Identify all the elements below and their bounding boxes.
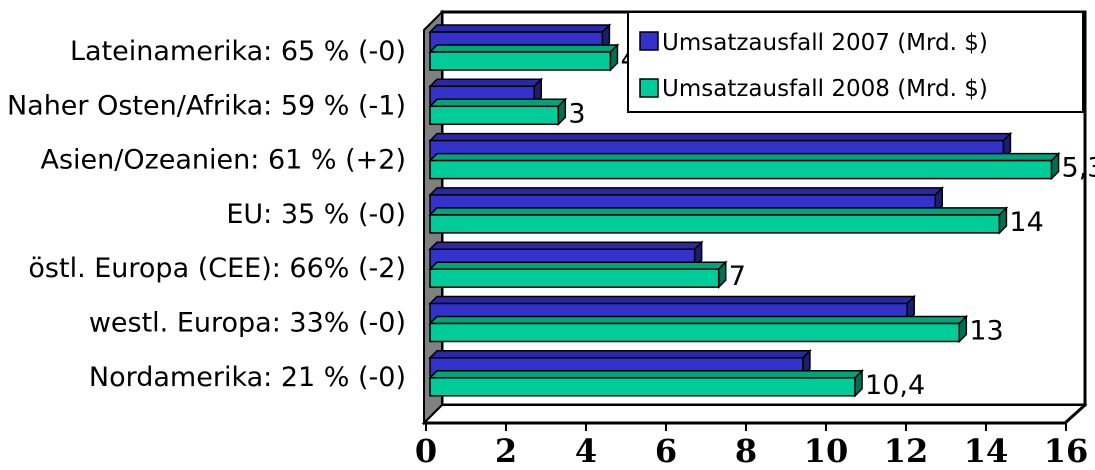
bar-front-face <box>429 105 560 126</box>
bar-front-face <box>429 159 1053 180</box>
bar-front-face <box>429 214 1001 234</box>
bar-side-face <box>934 186 944 215</box>
bar-top-face <box>428 24 612 33</box>
bar-side-face <box>717 260 727 290</box>
bar-top-face <box>428 315 969 325</box>
data-label-2: 5,3 <box>1062 153 1095 184</box>
bar-top-face <box>428 44 620 53</box>
x-tick-label-8: 16 <box>1044 432 1089 470</box>
x-tick-label-4: 8 <box>735 432 757 470</box>
x-axis-end-edge <box>1063 403 1087 425</box>
x-tick-label-2: 4 <box>575 432 597 470</box>
data-label-6: 10,4 <box>865 370 925 401</box>
bar-side-face <box>958 314 968 344</box>
data-label-1: 3 <box>568 98 585 129</box>
x-tick-label-3: 6 <box>655 432 677 470</box>
legend-swatch-2008 <box>639 78 659 98</box>
bar-top-face <box>428 370 864 379</box>
bar-top-face <box>428 98 568 108</box>
bar-top-face <box>428 207 1009 216</box>
bar-2008-3 <box>428 206 1009 235</box>
bar-side-face <box>906 294 915 324</box>
bar-front-face <box>429 268 720 288</box>
floor <box>421 404 1088 424</box>
data-label-3: 14 <box>1009 207 1043 238</box>
bar-2008-2 <box>428 151 1061 181</box>
legend-label-2008: Umsatzausfall 2008 (Mrd. $) <box>662 76 988 102</box>
legend-label-2007: Umsatzausfall 2007 (Mrd. $) <box>662 30 988 56</box>
data-label-5: 13 <box>969 316 1003 347</box>
x-tick-label-0: 0 <box>415 432 437 470</box>
bar-2008-5 <box>428 314 969 344</box>
legend: Umsatzausfall 2007 (Mrd. $) Umsatzausfal… <box>627 11 1084 113</box>
legend-swatch-2007 <box>639 31 659 51</box>
x-tick-label-7: 14 <box>964 432 1009 470</box>
x-tick-label-6: 12 <box>884 432 929 470</box>
data-label-4: 7 <box>729 261 746 292</box>
bar-top-face <box>428 350 812 359</box>
x-tick-label-5: 10 <box>804 432 849 470</box>
bar-top-face <box>428 261 728 270</box>
category-label-6: Nordamerika: 21 % (-0) <box>89 362 406 393</box>
bar-side-face <box>854 368 863 398</box>
bar-side-face <box>601 23 611 52</box>
bar-2008-6 <box>428 368 864 398</box>
bar-2008-4 <box>428 260 728 290</box>
bar-front-face <box>429 51 612 71</box>
bar-2008-1 <box>428 97 568 127</box>
bar-top-face <box>428 187 945 196</box>
bar-top-face <box>428 132 1013 142</box>
category-label-4: östl. Europa (CEE): 66% (-2) <box>28 253 406 284</box>
category-labels-group: Lateinamerika: 65 % (-0) Naher Osten/Afri… <box>7 36 406 393</box>
bar-side-face <box>1050 151 1060 181</box>
bar-side-face <box>609 43 619 72</box>
bar-side-face <box>1002 131 1012 161</box>
bar-front-face <box>429 322 961 343</box>
category-label-3: EU: 35 % (-0) <box>226 199 406 230</box>
bar-2008-0 <box>428 43 620 72</box>
bar-front-face <box>429 377 856 397</box>
bar-side-face <box>998 206 1008 235</box>
bars-group <box>428 23 1061 398</box>
bar-top-face <box>428 295 917 305</box>
bar-top-face <box>428 152 1061 162</box>
bar-side-face <box>802 348 811 378</box>
bar-side-face <box>533 77 543 107</box>
bar-side-face <box>693 240 703 270</box>
x-tick-label-1: 2 <box>495 432 517 470</box>
bar-side-face <box>557 97 567 127</box>
category-label-2: Asien/Ozeanien: 61 % (+2) <box>40 145 406 176</box>
category-label-0: Lateinamerika: 65 % (-0) <box>70 36 406 67</box>
x-ticks-group: 0 2 4 6 8 10 12 14 16 <box>415 423 1088 470</box>
legend-box <box>627 11 1084 113</box>
bar-top-face <box>428 241 704 250</box>
category-label-5: westl. Europa: 33% (-0) <box>89 308 406 339</box>
bar-top-face <box>428 78 544 88</box>
category-label-1: Naher Osten/Afrika: 59 % (-1) <box>7 90 406 121</box>
